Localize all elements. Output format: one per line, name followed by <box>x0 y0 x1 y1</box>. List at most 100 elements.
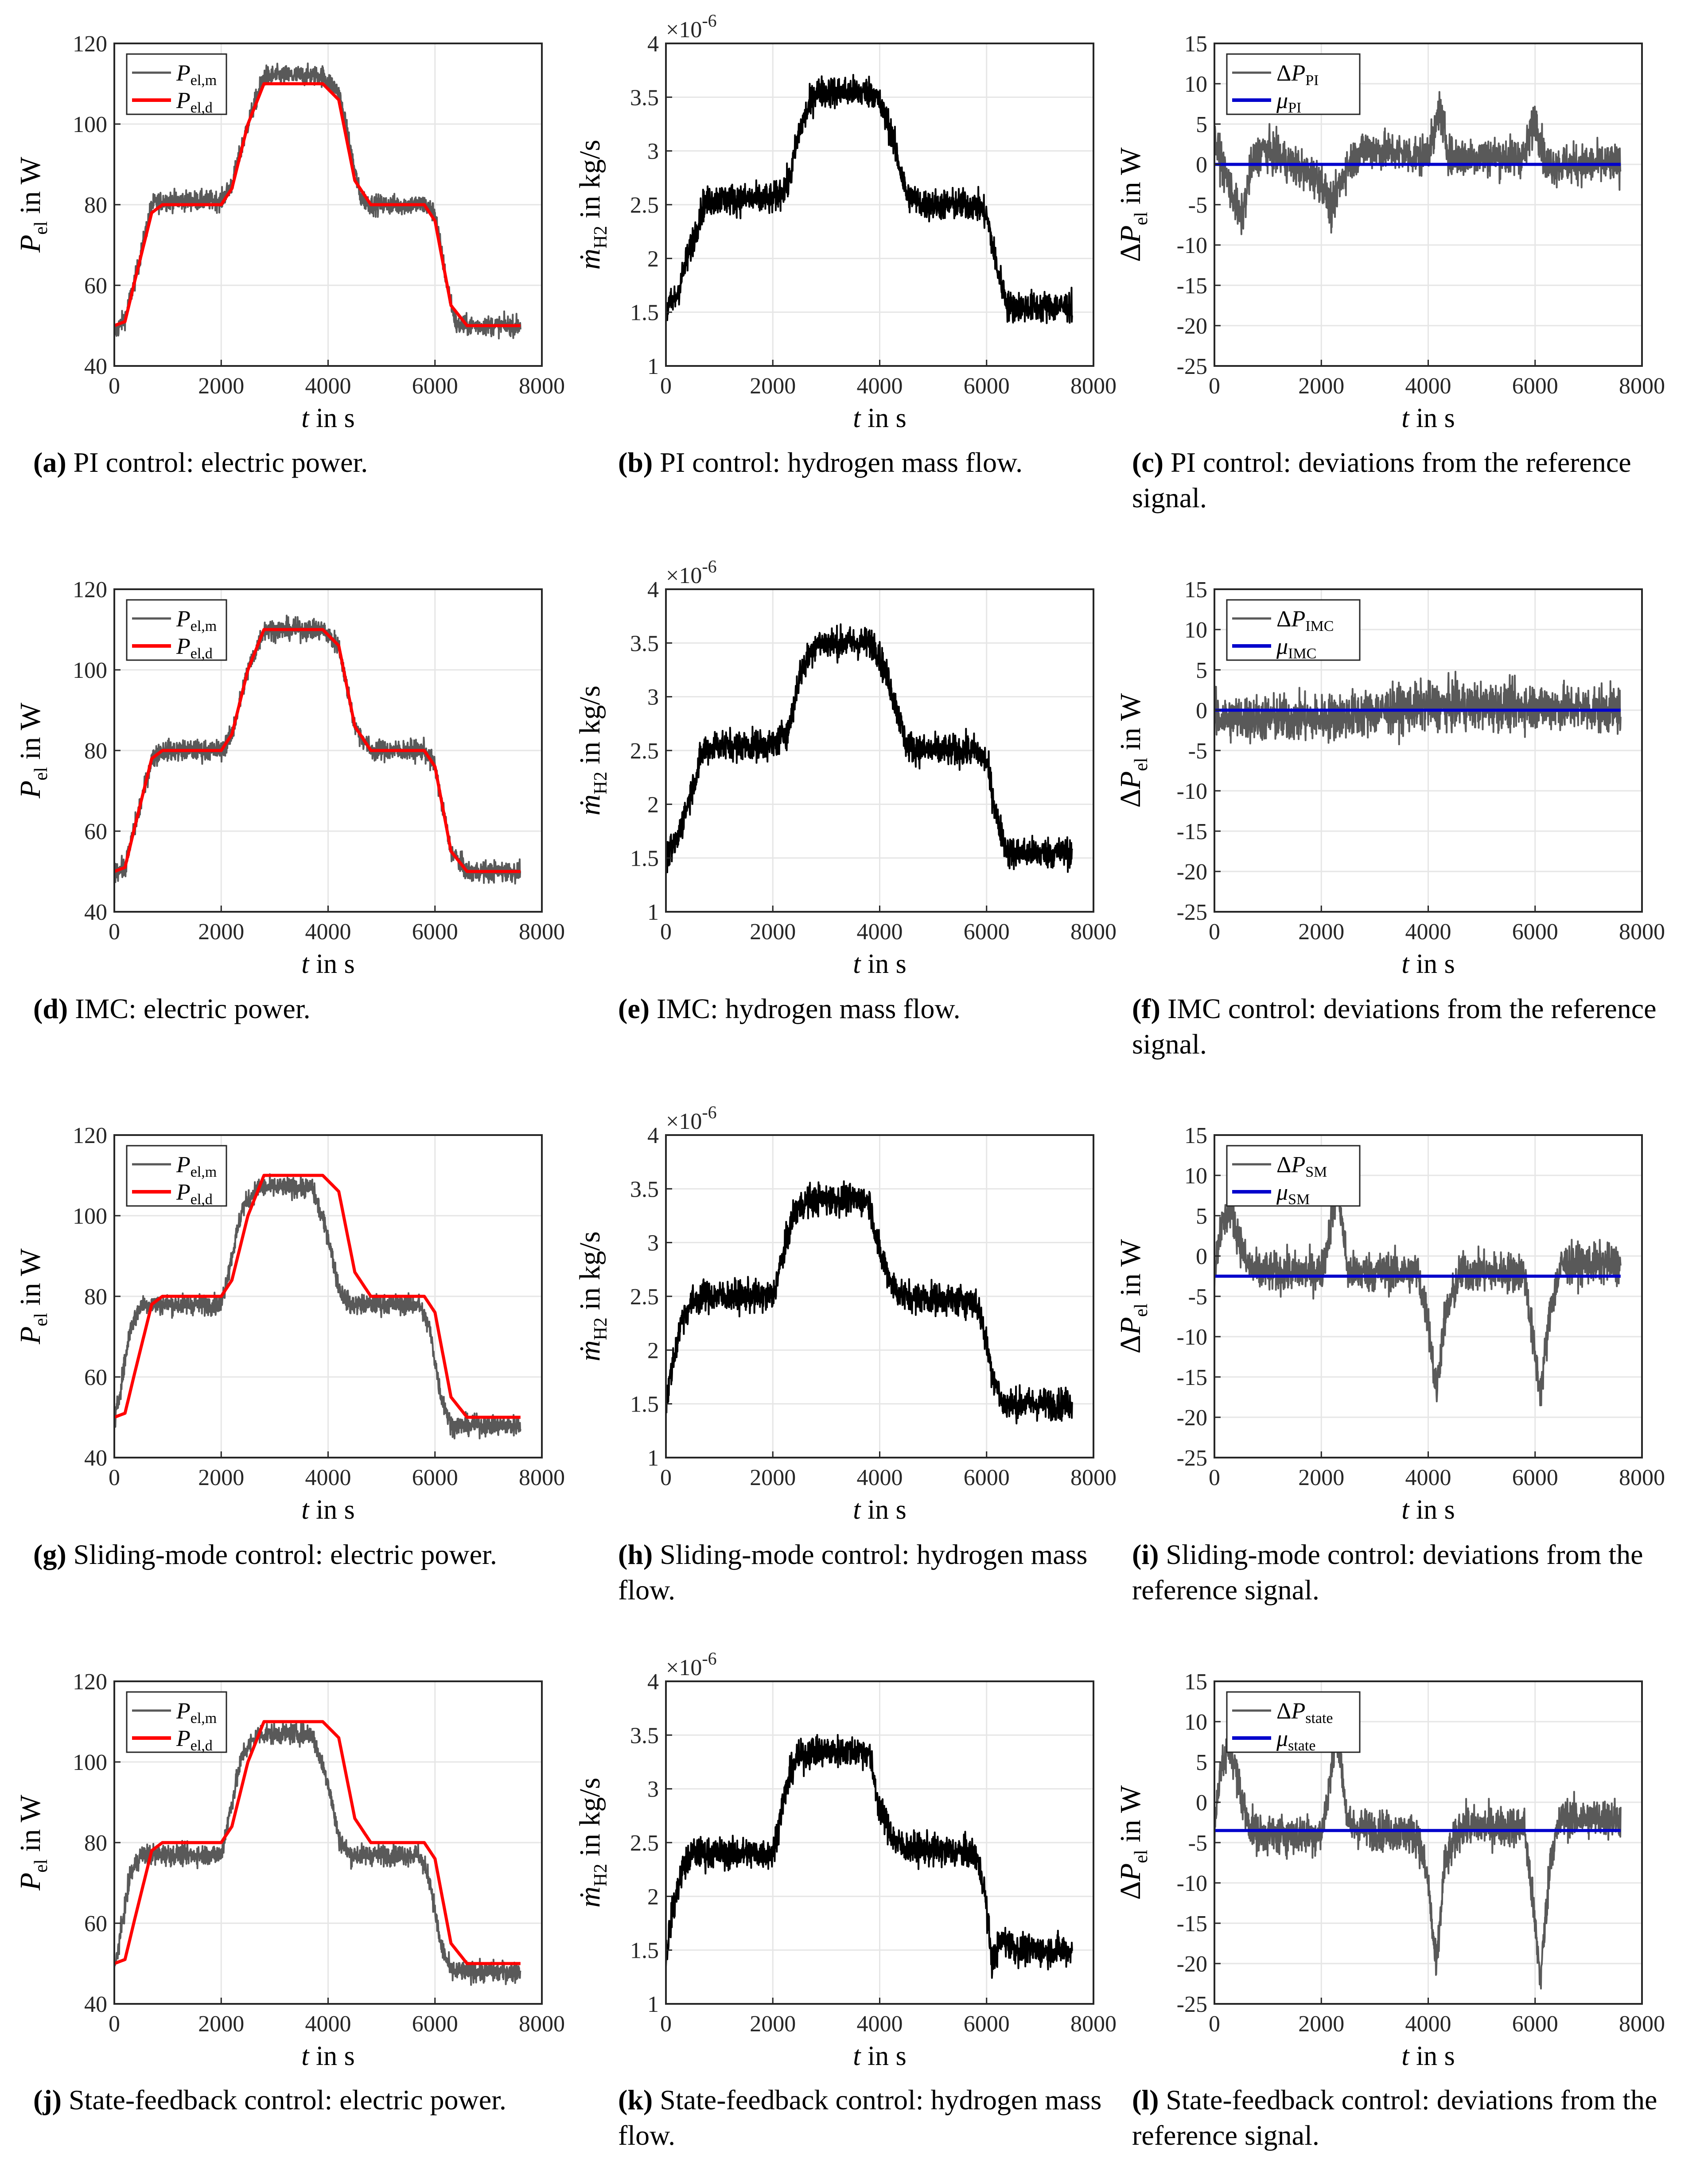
x-tick-label: 4000 <box>857 2011 903 2037</box>
y-axis-label-text: Pel in W <box>14 702 51 799</box>
x-tick-label: 0 <box>1209 919 1220 945</box>
y-tick-label: 3 <box>647 139 659 164</box>
chart-b: 0 2000 4000 6000 8000 1 1.5 2 2.5 3 3.5 4 t in s ṁH2 … <box>574 11 1117 433</box>
x-tick-label: 8000 <box>519 2011 565 2037</box>
y-axis-label-text: ṁH2 in kg/s <box>574 1777 611 1907</box>
axis-exponent: ×10-6 <box>666 1649 717 1680</box>
y-tick-label: -10 <box>1177 1871 1207 1896</box>
x-tick-label: 6000 <box>412 1465 458 1490</box>
x-tick-label: 6000 <box>1512 919 1558 945</box>
y-tick-label: 2 <box>647 1338 659 1363</box>
x-tick-label: 4000 <box>857 373 903 399</box>
y-tick-label: 100 <box>73 1204 107 1229</box>
x-tick-label: 6000 <box>964 1465 1010 1490</box>
series-line--p-state <box>1214 1708 1622 1990</box>
y-tick-label: -25 <box>1177 1992 1207 2017</box>
y-tick-label: 3.5 <box>630 85 659 110</box>
series-line--p-imc <box>1214 671 1622 746</box>
y-tick-label: 4 <box>647 31 659 57</box>
x-axis-label: t in s <box>853 1495 907 1525</box>
y-tick-label: -15 <box>1177 819 1207 844</box>
y-tick-label: 2 <box>647 246 659 272</box>
y-axis-label-text: Pel in W <box>14 1248 51 1345</box>
x-tick-label: 6000 <box>1512 373 1558 399</box>
y-tick-label: 10 <box>1184 1163 1207 1189</box>
caption-a: (a) PI control: electric power. <box>33 445 572 480</box>
y-tick-label: 5 <box>1196 658 1207 683</box>
y-tick-label: 1 <box>647 1446 659 1471</box>
x-tick-label: 4000 <box>305 1465 351 1490</box>
caption-d: (d) IMC: electric power. <box>33 991 572 1027</box>
x-axis-label: t in s <box>301 949 355 979</box>
y-tick-label: -5 <box>1188 1284 1207 1310</box>
caption-letter: (j) <box>33 2084 62 2116</box>
y-tick-label: -15 <box>1177 1365 1207 1390</box>
legend-label: μPI <box>1276 88 1301 116</box>
y-tick-label: 2.5 <box>630 739 659 764</box>
series-line-p-el-d <box>114 1720 521 1965</box>
y-axis-label: Pel in W <box>14 1794 51 1891</box>
x-axis-label: t in s <box>853 949 907 979</box>
y-axis-label: ΔPel in W <box>1114 693 1152 808</box>
y-tick-label: 3.5 <box>630 631 659 656</box>
x-tick-label: 4000 <box>857 1465 903 1490</box>
y-tick-label: 10 <box>1184 72 1207 97</box>
caption-text: State-feedback control: electric power. <box>68 2084 506 2116</box>
y-tick-label: 5 <box>1196 1750 1207 1775</box>
x-tick-label: 8000 <box>1070 919 1117 945</box>
x-axis-label: t in s <box>301 1495 355 1525</box>
legend-label: ΔPstate <box>1276 1699 1333 1727</box>
x-tick-label: 2000 <box>198 1465 244 1490</box>
y-tick-label: 60 <box>84 819 107 844</box>
caption-letter: (e) <box>618 993 650 1024</box>
y-tick-label: 4 <box>647 577 659 603</box>
y-tick-label: 60 <box>84 273 107 299</box>
legend-label: Pel,m <box>176 1152 217 1180</box>
axis-exponent: ×10-6 <box>666 11 717 43</box>
y-tick-label: 3.5 <box>630 1723 659 1748</box>
y-tick-label: 80 <box>84 1284 107 1310</box>
x-tick-label: 2000 <box>750 919 796 945</box>
caption-text: IMC: hydrogen mass flow. <box>657 993 961 1024</box>
y-tick-label: 60 <box>84 1911 107 1937</box>
y-tick-label: -15 <box>1177 273 1207 299</box>
caption-l: (l) State-feedback control: deviations f… <box>1132 2082 1686 2153</box>
y-tick-label: -20 <box>1177 314 1207 339</box>
y-tick-label: -10 <box>1177 779 1207 804</box>
y-tick-label: 100 <box>73 112 107 137</box>
x-tick-label: 2000 <box>1298 1465 1344 1490</box>
y-tick-label: 0 <box>1196 698 1207 723</box>
y-tick-label: 3 <box>647 1777 659 1802</box>
caption-text: PI control: deviations from the referenc… <box>1132 447 1631 513</box>
y-tick-label: 15 <box>1184 1123 1207 1148</box>
caption-letter: (a) <box>33 447 66 478</box>
x-tick-label: 4000 <box>305 2011 351 2037</box>
axis-exponent: ×10-6 <box>666 1102 717 1134</box>
y-tick-label: 15 <box>1184 31 1207 57</box>
series-line-p-el-d <box>114 82 521 327</box>
y-tick-label: 1 <box>647 354 659 379</box>
legend-label: ΔPSM <box>1276 1152 1327 1180</box>
y-tick-label: 1.5 <box>630 846 659 871</box>
chart-c: 0 2000 4000 6000 8000 -25 -20 -15 -10 -5 0 5 10 15 t i… <box>1114 31 1665 433</box>
x-tick-label: 8000 <box>1619 919 1665 945</box>
legend-label: ΔPIMC <box>1276 607 1334 634</box>
x-tick-label: 6000 <box>1512 2011 1558 2037</box>
y-tick-label: 40 <box>84 900 107 925</box>
series-line-p-el-m <box>114 1720 521 1986</box>
x-tick-label: 2000 <box>198 373 244 399</box>
y-tick-label: 0 <box>1196 1790 1207 1816</box>
y-tick-label: 100 <box>73 1750 107 1775</box>
y-tick-label: 10 <box>1184 1710 1207 1735</box>
y-axis-label-text: ΔPel in W <box>1114 147 1152 262</box>
y-tick-label: 1 <box>647 900 659 925</box>
caption-letter: (k) <box>618 2084 653 2116</box>
legend-label: Pel,m <box>176 1699 217 1727</box>
caption-text: Sliding-mode control: deviations from th… <box>1132 1539 1643 1606</box>
y-tick-label: -20 <box>1177 859 1207 885</box>
y-tick-label: 1.5 <box>630 1938 659 1964</box>
x-tick-label: 4000 <box>305 919 351 945</box>
series-line--p-sm <box>1214 1174 1622 1407</box>
caption-f: (f) IMC control: deviations from the ref… <box>1132 991 1686 1062</box>
